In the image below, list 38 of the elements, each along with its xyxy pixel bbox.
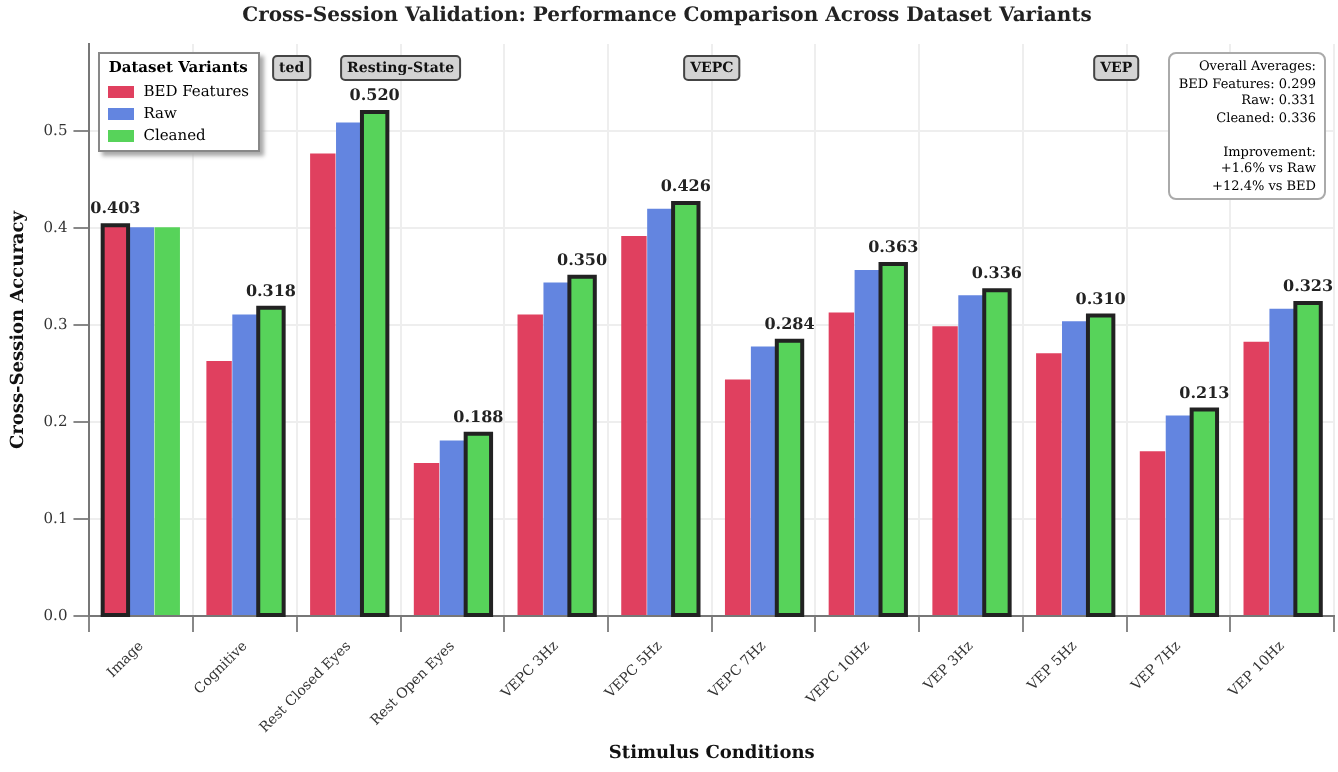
data-label: 0.213 — [1179, 381, 1231, 402]
bar — [1165, 415, 1192, 616]
data-label: 0.403 — [90, 197, 142, 218]
bar — [647, 208, 673, 616]
bar — [232, 314, 258, 616]
bar — [439, 440, 466, 616]
data-label: 0.520 — [349, 84, 401, 105]
bar — [1139, 451, 1166, 616]
data-label: 0.323 — [1283, 275, 1334, 296]
data-label: 0.284 — [764, 312, 816, 333]
data-label: 0.336 — [971, 262, 1023, 283]
bar — [310, 153, 336, 616]
bar — [828, 312, 855, 616]
bar — [1036, 353, 1062, 616]
y-axis-title: Cross-Session Accuracy — [9, 209, 30, 450]
bar — [517, 314, 543, 616]
bar — [336, 122, 362, 616]
bar — [958, 295, 984, 616]
data-label: 0.318 — [245, 279, 297, 300]
chart-title: Cross-Session Validation: Performance Comparison Across Dataset Variants — [242, 5, 1093, 28]
bar — [543, 282, 569, 616]
bar — [854, 269, 880, 616]
bar — [1269, 308, 1295, 616]
bar — [724, 379, 751, 616]
bar — [206, 361, 232, 616]
bar — [1243, 341, 1269, 616]
bar — [1062, 321, 1088, 616]
data-label: 0.310 — [1075, 287, 1127, 308]
data-label: 0.350 — [557, 248, 608, 269]
bar — [413, 462, 440, 616]
data-label: 0.363 — [868, 236, 920, 257]
data-label: 0.426 — [660, 175, 712, 196]
bar — [128, 227, 155, 616]
bar — [932, 326, 958, 616]
bar — [621, 236, 647, 616]
bar — [750, 346, 777, 616]
data-label: 0.188 — [453, 405, 505, 426]
x-axis-title: Stimulus Conditions — [608, 743, 815, 764]
